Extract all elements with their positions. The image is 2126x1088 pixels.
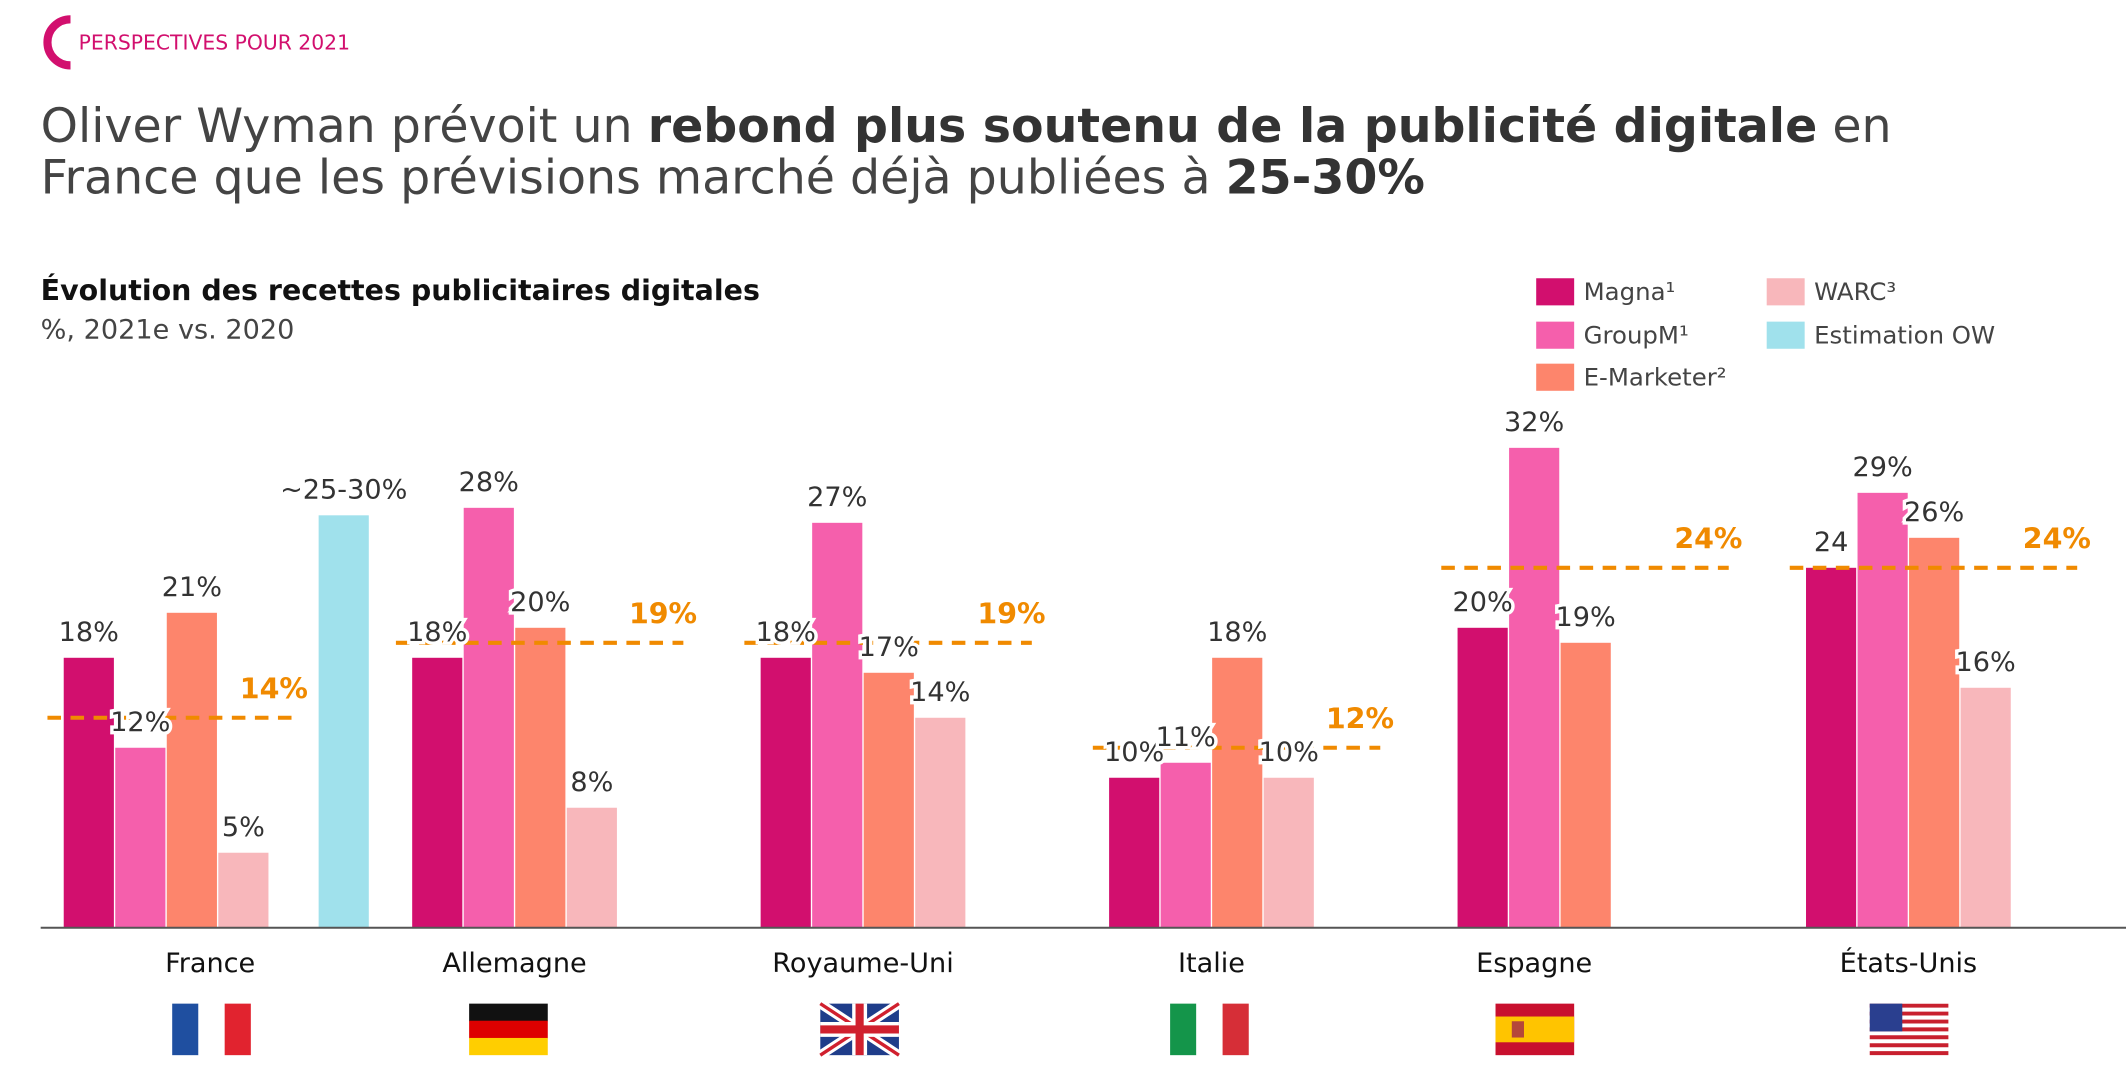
legend-label: E-Marketer² [1584,363,1727,392]
value-label: 11% [1156,722,1216,753]
x-tick-label: Royaume-Uni [772,948,953,979]
value-label: 28% [459,467,519,498]
reference-label: 12% [1326,703,1394,736]
reference-label: 19% [629,598,697,631]
bar [566,807,617,928]
reference-label: 14% [240,673,308,706]
value-label: 12% [110,707,170,738]
x-tick-label: Italie [1178,948,1245,979]
value-label: 8% [570,767,613,798]
legend-label: Magna¹ [1584,277,1676,306]
bar [166,612,217,928]
chart-subtitle: %, 2021e vs. 2020 [41,315,295,346]
value-label: ~25-30% [280,474,407,505]
bar [463,507,514,928]
legend-label: Estimation OW [1814,321,1995,350]
value-label: 16% [1956,647,2016,678]
bar [1263,777,1314,928]
value-label: 26% [1904,497,1964,528]
bar [115,747,166,928]
flag-usa [1869,1003,1949,1056]
value-label: 21% [162,572,222,603]
value-label: 19% [1556,602,1616,633]
value-label: 24 [1814,527,1849,558]
section-label: PERSPECTIVES POUR 2021 [79,31,350,55]
x-tick-label: Allemagne [442,948,586,979]
bar [218,852,269,928]
flag-germany [469,1003,548,1056]
bar [1109,777,1160,928]
bar [760,657,811,928]
x-tick-label: Espagne [1476,948,1592,979]
value-label: 20% [510,587,570,618]
value-label: 29% [1852,452,1912,483]
value-label: 10% [1104,737,1164,768]
reference-label: 19% [977,598,1045,631]
flag-france [172,1003,251,1056]
legend-swatch [1536,363,1575,391]
flags [172,999,1949,1060]
value-label: 14% [910,677,970,708]
bar [318,515,369,928]
headline: France que les prévisions marché déjà pu… [41,151,1425,206]
bar [812,522,863,928]
value-label: 10% [1259,737,1319,768]
bar [1212,657,1263,928]
bar [63,657,114,928]
value-label: 5% [222,812,265,843]
headline-segment: 25-30% [1226,151,1425,206]
value-label: 20% [1453,587,1513,618]
legend-swatch [1766,321,1805,349]
reference-label: 24% [2023,523,2091,556]
legend-swatch [1766,278,1805,306]
flag-italy [1170,1003,1249,1056]
value-label: 18% [1207,617,1267,648]
bar [515,627,566,928]
flag-spain [1495,1003,1575,1056]
legend-label: GroupM¹ [1584,321,1689,350]
value-label: 18% [59,617,119,648]
value-label: 17% [859,632,919,663]
bar [863,672,914,928]
value-label: 18% [756,617,816,648]
logo [43,15,71,70]
bar [1909,537,1960,928]
headline-segment: en [1817,99,1891,154]
x-tick-label: France [165,948,255,979]
headline-segment: Oliver Wyman prévoit un [41,99,648,154]
bar [1560,642,1611,928]
legend-label: WARC³ [1814,277,1896,306]
value-label: 32% [1504,407,1564,438]
headline-segment: rebond plus soutenu de la publicité digi… [648,99,1818,154]
bar [1457,627,1508,928]
headline: Oliver Wyman prévoit un rebond plus sout… [41,99,1892,154]
bar [1806,567,1857,928]
bar [412,657,463,928]
bar [915,717,966,928]
bar [1960,687,2011,928]
legend-swatch [1536,278,1575,306]
value-label: 18% [407,617,467,648]
flag-uk [817,999,902,1060]
reference-label: 24% [1674,523,1742,556]
chart-title: Évolution des recettes publicitaires dig… [41,273,760,307]
bar [1509,447,1560,928]
headline-segment: France que les prévisions marché déjà pu… [41,151,1226,206]
bar [1160,762,1211,928]
x-tick-label: États-Unis [1840,947,1978,979]
legend-swatch [1536,321,1575,349]
value-label: 27% [807,482,867,513]
bar [1857,492,1908,928]
